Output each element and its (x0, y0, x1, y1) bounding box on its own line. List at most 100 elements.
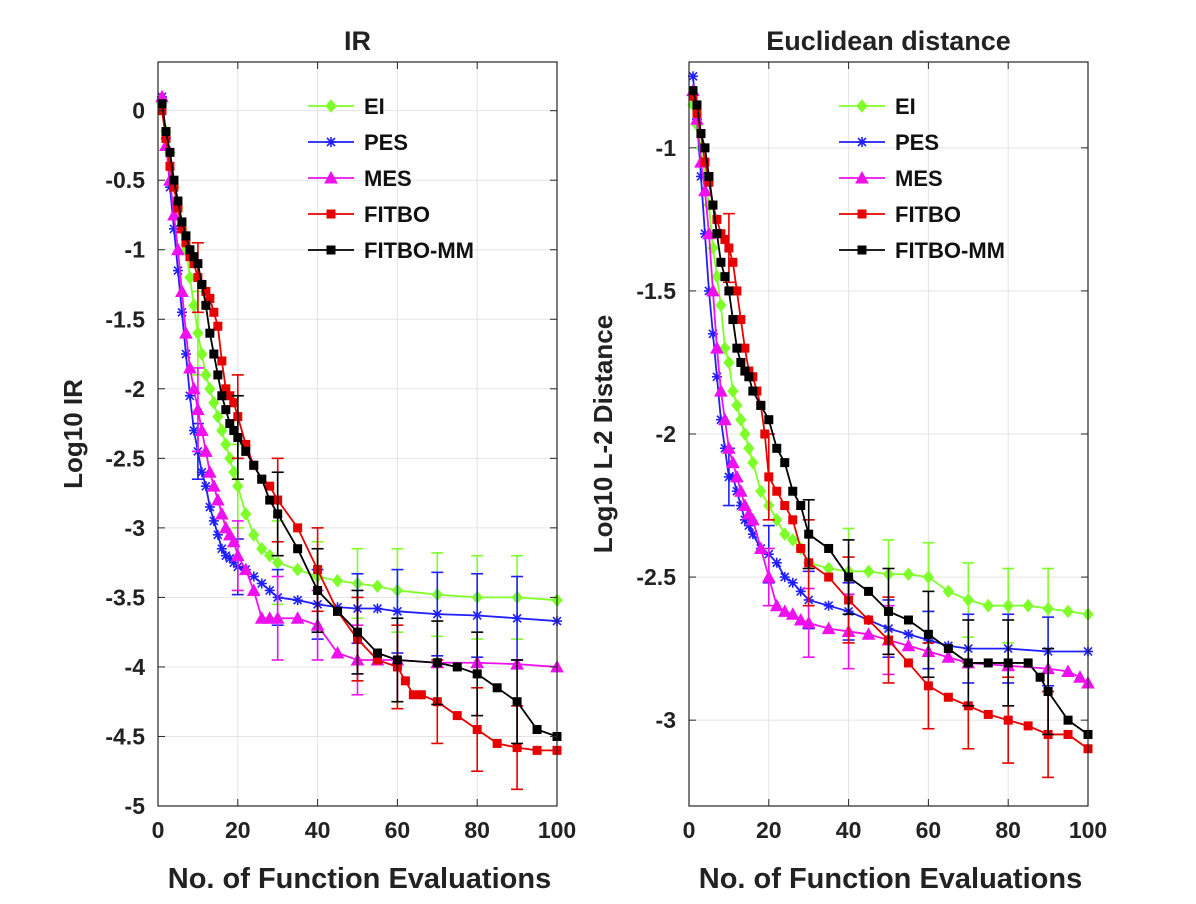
data-point (692, 100, 702, 110)
data-point (772, 443, 782, 453)
data-point (241, 446, 251, 456)
data-point (922, 570, 935, 584)
y-tick-label: -5 (125, 793, 146, 819)
data-point (432, 609, 443, 620)
data-point (698, 183, 712, 197)
data-point (719, 341, 731, 355)
data-point (217, 391, 227, 401)
data-point (226, 534, 241, 548)
legend-marker (857, 245, 867, 255)
x-tick-label: 0 (683, 817, 696, 843)
data-point (264, 585, 275, 596)
data-point (169, 182, 179, 192)
legend-label: MES (895, 166, 943, 191)
y-tick-label: -2.5 (105, 445, 145, 471)
data-point (764, 415, 774, 425)
data-point (392, 606, 403, 617)
data-point (724, 243, 734, 253)
data-point (777, 604, 792, 617)
data-point (903, 658, 913, 668)
x-tick-label: 100 (1069, 817, 1107, 843)
y-axis-label: Log10 IR (58, 379, 88, 489)
y-tick-label: -1.5 (636, 278, 676, 304)
data-point (532, 725, 542, 735)
data-point (200, 368, 212, 382)
data-point (943, 644, 953, 654)
data-point (173, 196, 183, 206)
data-point (943, 692, 953, 702)
data-point (183, 360, 197, 374)
data-point (532, 745, 542, 755)
data-point (214, 506, 229, 520)
data-point (702, 226, 716, 240)
data-point (728, 257, 738, 267)
data-point (330, 645, 345, 659)
data-point (740, 366, 750, 376)
y-tick-label: -2.5 (636, 564, 676, 590)
data-point (824, 572, 834, 582)
data-point (195, 423, 209, 437)
data-point (1063, 715, 1073, 725)
legend-item: FITBO (839, 202, 961, 227)
data-point (714, 384, 728, 397)
data-point (1023, 658, 1033, 668)
x-tick-label: 100 (538, 817, 576, 843)
data-point (982, 598, 994, 613)
data-point (796, 501, 806, 511)
axes-frame (157, 61, 558, 807)
data-point (1061, 664, 1075, 678)
data-point (372, 603, 383, 614)
data-point (165, 147, 175, 157)
data-point (738, 498, 752, 512)
data-point (193, 273, 203, 283)
data-point (191, 402, 205, 416)
data-point (185, 245, 195, 255)
data-point (203, 465, 217, 478)
data-point (864, 615, 874, 625)
data-point (452, 662, 462, 672)
data-point (171, 242, 185, 256)
data-point (168, 223, 179, 234)
data-point (728, 315, 738, 325)
data-point (256, 578, 267, 589)
data-point (942, 584, 955, 599)
data-point (804, 529, 814, 539)
data-point (962, 593, 974, 607)
data-point (756, 400, 766, 410)
legend-label: PES (895, 130, 939, 155)
data-point (718, 412, 732, 426)
legend-marker (856, 99, 868, 113)
y-tick-label: -3 (656, 707, 676, 733)
data-point (864, 586, 874, 596)
data-point (181, 238, 191, 248)
data-point (224, 553, 235, 564)
data-point (225, 391, 235, 401)
legend-label: EI (895, 94, 916, 119)
data-point (861, 627, 876, 640)
legend-item: FITBO (308, 202, 430, 227)
legend-item: PES (839, 130, 939, 155)
data-point (187, 381, 201, 395)
data-point (196, 467, 207, 478)
data-point (331, 573, 344, 588)
data-point (706, 283, 720, 297)
data-point (273, 509, 283, 519)
data-point (472, 669, 482, 679)
data-point (197, 280, 207, 290)
data-point (821, 621, 836, 635)
data-point (796, 543, 806, 553)
data-point (392, 655, 402, 665)
legend-label: MES (364, 166, 412, 191)
data-point (760, 429, 770, 439)
data-point (201, 300, 211, 310)
data-point (983, 709, 993, 719)
data-point (1043, 687, 1053, 697)
data-point (220, 437, 232, 452)
data-point (199, 444, 213, 457)
data-point (688, 91, 698, 101)
data-point (785, 607, 800, 620)
y-tick-label: -3 (125, 515, 145, 541)
data-point (722, 441, 736, 454)
legend: EI PES MES FITBO FITBO-MM (308, 94, 474, 263)
data-point (727, 384, 739, 398)
